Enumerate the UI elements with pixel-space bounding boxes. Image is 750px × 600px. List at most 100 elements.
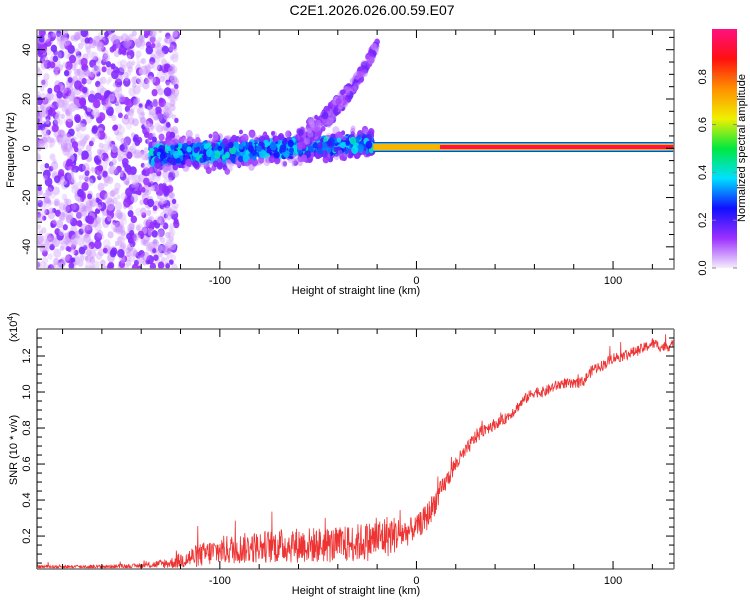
- spectrogram-cell: [157, 36, 162, 42]
- spectrogram-cell: [59, 215, 65, 223]
- spectrogram-cell: [151, 99, 159, 108]
- spectrogram-cell: [166, 250, 173, 259]
- spectrogram-cell: [80, 30, 89, 38]
- spectrogram-cell: [80, 133, 88, 143]
- spectrogram-cell: [152, 184, 160, 193]
- spectrogram-cell: [333, 106, 339, 113]
- spectrogram-cell: [53, 198, 61, 207]
- spectrogram-cell: [129, 145, 134, 151]
- spectrogram-cell: [84, 224, 93, 235]
- spectrogram-cell: [163, 166, 168, 173]
- spectrogram-cell: [120, 242, 127, 250]
- spectrogram-cell: [61, 98, 70, 108]
- spectrogram-x-ticks: -100 0 100: [62, 30, 653, 287]
- spectrogram-cell: [345, 86, 352, 94]
- spectrogram-cell: [61, 193, 68, 201]
- spectrogram-cell: [71, 177, 77, 184]
- spectrogram-cell: [162, 105, 169, 113]
- spectrogram-cell: [170, 79, 176, 86]
- spectrogram-cell: [62, 146, 71, 157]
- spectrogram-cell: [44, 177, 53, 187]
- spectrogram-cell: [231, 134, 238, 142]
- spectrogram-cell: [101, 66, 107, 73]
- spectrogram-cell: [163, 102, 171, 111]
- spectrogram-cell: [140, 111, 145, 117]
- spectrogram-cell: [62, 99, 68, 106]
- spectrogram-cell: [162, 73, 168, 80]
- spectrogram-cell: [165, 122, 171, 128]
- spectrogram-cell: [83, 197, 89, 205]
- spectrogram-cell: [140, 58, 145, 64]
- spectrogram-cell: [122, 148, 128, 156]
- spectrogram-cell: [112, 197, 118, 204]
- spectrogram-cell: [39, 206, 47, 216]
- spectrogram-cell: [56, 99, 65, 109]
- spectrogram-cell: [50, 32, 55, 38]
- spectrogram-cell: [87, 205, 93, 213]
- spectrogram-cell: [87, 206, 92, 213]
- spectrogram-cell: [157, 251, 163, 258]
- spectrogram-cell: [37, 110, 41, 118]
- spectrogram-cell: [142, 167, 151, 177]
- spectrogram-cell: [298, 129, 304, 136]
- spectrogram-cell: [148, 75, 153, 82]
- spectrogram-cell: [127, 246, 133, 253]
- spectrogram-cell: [158, 50, 166, 59]
- spectrogram-cell: [67, 77, 73, 83]
- spectrogram-cell: [92, 108, 101, 119]
- spectrogram-cell: [82, 238, 90, 247]
- spectrogram-cell: [115, 131, 124, 142]
- spectrogram-cell: [39, 243, 48, 254]
- spectrogram-cell: [361, 72, 366, 78]
- spectrogram-cell: [157, 228, 165, 238]
- spectrogram-cell: [170, 205, 178, 215]
- spectrogram-cell: [122, 96, 130, 106]
- snr-x-tick-label: 0: [413, 575, 419, 587]
- spectrogram-cell: [351, 85, 358, 93]
- spectrogram-cell: [230, 155, 237, 163]
- spectrogram-cell: [339, 154, 346, 161]
- spectrogram-cell: [40, 106, 47, 113]
- spectrogram-cell: [85, 199, 93, 209]
- spectrogram-cell: [135, 207, 142, 216]
- spectrogram-cell: [60, 39, 66, 45]
- spectrogram-cell: [46, 136, 53, 144]
- spectrogram-cell: [167, 177, 173, 183]
- spectrogram-cell: [152, 205, 158, 211]
- spectrogram-cell: [351, 83, 359, 92]
- spectrogram-cell: [118, 92, 123, 99]
- spectrogram-cell: [152, 241, 157, 247]
- spectrogram-cell: [149, 124, 155, 130]
- spectrogram-cell: [89, 265, 95, 269]
- spectrogram-cell: [157, 243, 166, 254]
- spectrogram-cell: [44, 103, 51, 111]
- spectrogram-cell: [147, 71, 155, 80]
- spectrogram-cell: [358, 66, 363, 72]
- spectrogram-cell: [341, 134, 347, 141]
- spectrogram-cell: [258, 156, 265, 164]
- spectrogram-cell: [115, 38, 121, 45]
- spectrogram-cell: [109, 32, 117, 42]
- snr-y-multiplier-base: (x10: [8, 321, 20, 342]
- spectrogram-cell: [118, 212, 127, 222]
- spectrogram-cell: [68, 85, 74, 92]
- spectrogram-cell: [135, 55, 141, 61]
- spectrogram-cell: [57, 118, 64, 126]
- spectrogram-cell: [92, 39, 98, 47]
- spectrogram-cell: [174, 117, 179, 124]
- spectrogram-cell: [74, 68, 81, 77]
- spectrogram-cell: [48, 107, 56, 117]
- spectrogram-cell: [168, 95, 173, 101]
- spectrogram-cell: [117, 60, 123, 67]
- spectrogram-cell: [98, 248, 105, 257]
- spectrogram-cell: [170, 144, 175, 150]
- spectrogram-y-tick-label: 0: [21, 145, 33, 151]
- spectrogram-cell: [58, 202, 66, 210]
- spectrogram-cell: [96, 65, 101, 71]
- snr-y-ticks: 0.2 0.4 0.6 0.8 1.0 1.2: [21, 337, 674, 564]
- snr-y-multiplier-exp: 4: [6, 316, 15, 321]
- spectrogram-cell: [138, 35, 144, 41]
- spectrogram-cell: [68, 165, 73, 171]
- spectrogram-cell: [75, 211, 82, 219]
